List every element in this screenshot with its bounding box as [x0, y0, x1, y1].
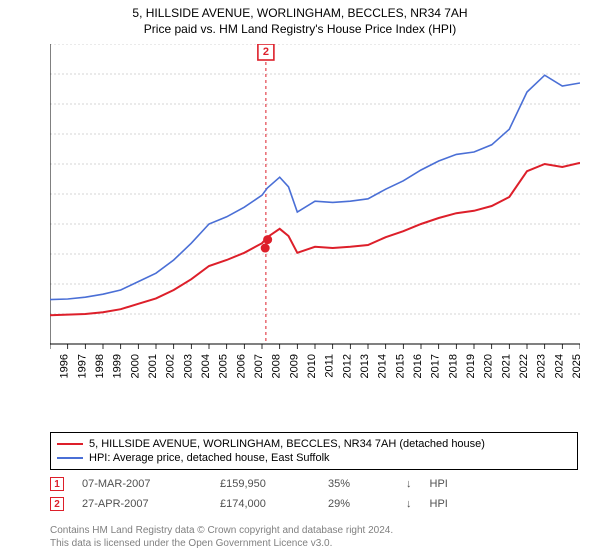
event-pct: 35%	[328, 478, 388, 490]
event-ref: HPI	[430, 478, 480, 490]
series-price_paid	[50, 163, 580, 315]
x-tick-label: 2010	[306, 354, 318, 378]
x-tick-label: 2018	[447, 354, 459, 378]
event-date: 27-APR-2007	[82, 498, 202, 510]
event-number-box: 1	[50, 477, 64, 491]
events-table: 1 07-MAR-2007 £159,950 35% ↓ HPI 2 27-APR-2007 £…	[50, 474, 578, 514]
x-tick-label: 2013	[359, 354, 371, 378]
event-price: £174,000	[220, 498, 310, 510]
arrow-down-icon: ↓	[406, 478, 412, 490]
x-tick-label: 2006	[235, 354, 247, 378]
event-table-row: 2 27-APR-2007 £174,000 29% ↓ HPI	[50, 494, 578, 514]
event-number-box: 2	[50, 497, 64, 511]
x-tick-label: 2005	[218, 354, 230, 378]
legend-swatch	[57, 443, 83, 445]
x-tick-label: 1999	[112, 354, 124, 378]
footer-line-2: This data is licensed under the Open Gov…	[50, 537, 578, 550]
event-marker	[263, 235, 272, 244]
footer-attribution: Contains HM Land Registry data © Crown c…	[50, 524, 578, 550]
x-tick-label: 2012	[341, 354, 353, 378]
x-tick-label: 2008	[271, 354, 283, 378]
arrow-down-icon: ↓	[406, 498, 412, 510]
x-tick-label: 2007	[253, 354, 265, 378]
x-tick-label: 1998	[94, 354, 106, 378]
x-tick-label: 1997	[76, 354, 88, 378]
legend-label: 5, HILLSIDE AVENUE, WORLINGHAM, BECCLES,…	[89, 438, 485, 450]
legend-swatch	[57, 457, 83, 459]
x-tick-label: 1995	[50, 354, 53, 378]
x-tick-label: 2017	[430, 354, 442, 378]
event-pct: 29%	[328, 498, 388, 510]
event-marker	[261, 244, 270, 253]
title-line-2: Price paid vs. HM Land Registry's House …	[0, 22, 600, 36]
x-tick-label: 2024	[553, 354, 565, 378]
x-tick-label: 2019	[465, 354, 477, 378]
chart-svg: £0£50K£100K£150K£200K£250K£300K£350K£400…	[50, 44, 580, 384]
x-tick-label: 2020	[483, 354, 495, 378]
event-date: 07-MAR-2007	[82, 478, 202, 490]
x-tick-label: 2003	[182, 354, 194, 378]
event-ref: HPI	[430, 498, 480, 510]
legend-box: 5, HILLSIDE AVENUE, WORLINGHAM, BECCLES,…	[50, 432, 578, 470]
event-price: £159,950	[220, 478, 310, 490]
legend-row: HPI: Average price, detached house, East…	[57, 451, 571, 465]
x-tick-label: 2000	[129, 354, 141, 378]
x-tick-label: 2015	[394, 354, 406, 378]
event-table-row: 1 07-MAR-2007 £159,950 35% ↓ HPI	[50, 474, 578, 494]
series-hpi	[50, 75, 580, 299]
footer-line-1: Contains HM Land Registry data © Crown c…	[50, 524, 578, 537]
legend-row: 5, HILLSIDE AVENUE, WORLINGHAM, BECCLES,…	[57, 437, 571, 451]
x-tick-label: 2022	[518, 354, 530, 378]
chart-area: £0£50K£100K£150K£200K£250K£300K£350K£400…	[50, 44, 580, 384]
x-tick-label: 2023	[536, 354, 548, 378]
title-line-1: 5, HILLSIDE AVENUE, WORLINGHAM, BECCLES,…	[0, 6, 600, 20]
event-line-label: 2	[263, 46, 269, 58]
x-tick-label: 2004	[200, 354, 212, 378]
x-tick-label: 2011	[324, 354, 336, 378]
x-tick-label: 2025	[571, 354, 580, 378]
x-tick-label: 2002	[165, 354, 177, 378]
x-tick-label: 2001	[147, 354, 159, 378]
x-tick-label: 1996	[59, 354, 71, 378]
legend-label: HPI: Average price, detached house, East…	[89, 452, 330, 464]
x-tick-label: 2014	[377, 354, 389, 378]
x-tick-label: 2021	[500, 354, 512, 378]
x-tick-label: 2009	[288, 354, 300, 378]
x-tick-label: 2016	[412, 354, 424, 378]
